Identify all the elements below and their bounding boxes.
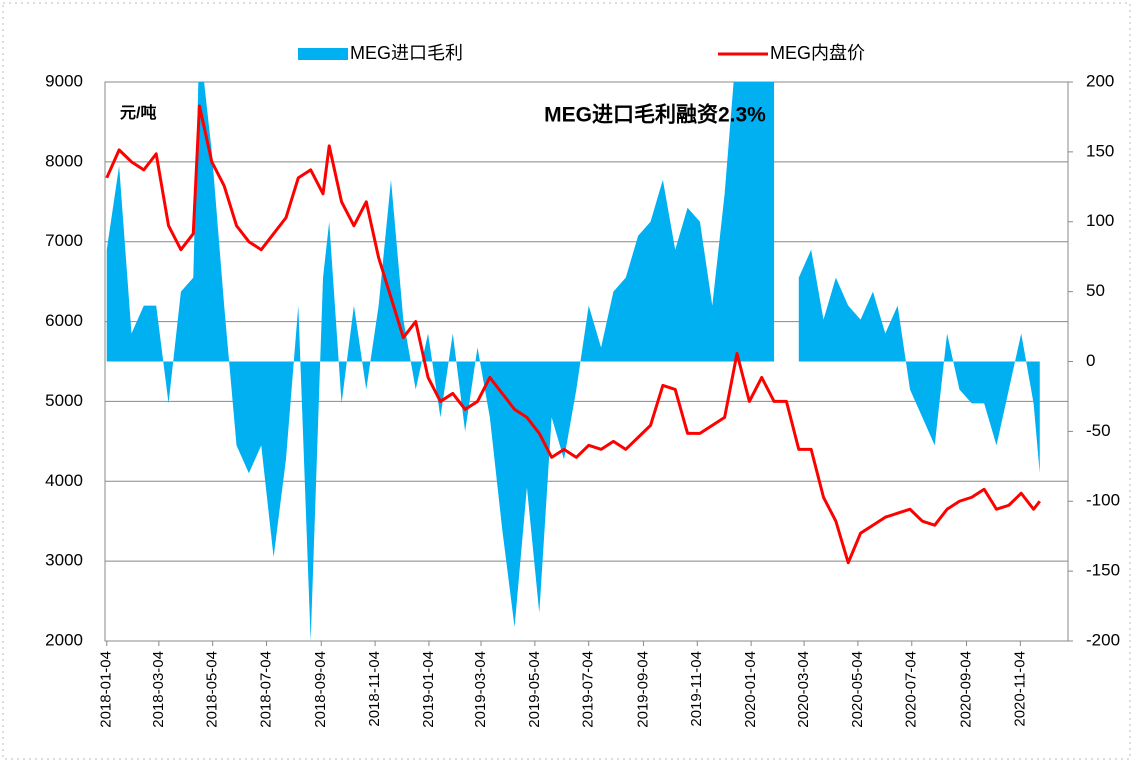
price-line [105,104,1041,565]
x-tick-label: 2019-05-04 [526,651,543,728]
unit-label: 元/吨 [120,103,156,122]
x-tick-label: 2019-11-04 [688,651,705,727]
y2-tick-label: 200 [1086,71,1114,90]
x-tick-label: 2019-09-04 [634,651,651,728]
margin-area [106,82,1040,641]
x-tick-label: 2020-11-04 [1011,651,1028,727]
y-tick-label: 4000 [45,471,83,490]
y2-tick-label: 50 [1086,281,1105,300]
x-tick-label: 2018-05-04 [204,651,221,728]
y2-tick-label: 100 [1086,211,1114,230]
y-tick-label: 7000 [45,231,83,250]
y-tick-label: 5000 [45,391,83,410]
x-tick-label: 2018-01-04 [98,651,115,728]
x-tick-label: 2020-05-04 [849,651,866,728]
y-tick-label: 9000 [45,71,83,90]
legend-label: MEG进口毛利 [350,43,463,63]
x-tick-label: 2018-11-04 [366,651,383,727]
x-tick-label: 2020-03-04 [795,651,812,728]
x-tick-label: 2020-01-04 [742,651,759,728]
x-tick-label: 2019-01-04 [420,651,437,728]
legend-swatch [298,48,348,60]
y2-tick-label: -100 [1086,491,1120,510]
y-tick-label: 3000 [45,551,83,570]
x-tick-label: 2019-07-04 [580,651,597,728]
y-tick-label: 6000 [45,311,83,330]
x-tick-label: 2018-09-04 [312,651,329,728]
x-tick-label: 2018-07-04 [257,651,274,728]
y2-tick-label: -50 [1086,421,1111,440]
x-tick-label: 2020-09-04 [957,651,974,728]
x-tick-label: 2020-07-04 [903,651,920,728]
y2-tick-label: 0 [1086,351,1095,370]
chart-title: MEG进口毛利融资2.3% [544,104,766,127]
y-tick-label: 8000 [45,151,83,170]
y-tick-label: 2000 [45,630,83,649]
y2-tick-label: -150 [1086,561,1120,580]
legend-label: MEG内盘价 [770,43,865,63]
y2-tick-label: -200 [1086,630,1120,649]
x-tick-label: 2018-03-04 [150,651,167,728]
x-tick-label: 2019-03-04 [472,651,489,728]
y2-tick-label: 150 [1086,141,1114,160]
